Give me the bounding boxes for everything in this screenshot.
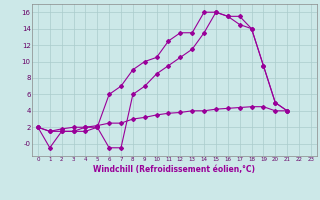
X-axis label: Windchill (Refroidissement éolien,°C): Windchill (Refroidissement éolien,°C) (93, 165, 255, 174)
